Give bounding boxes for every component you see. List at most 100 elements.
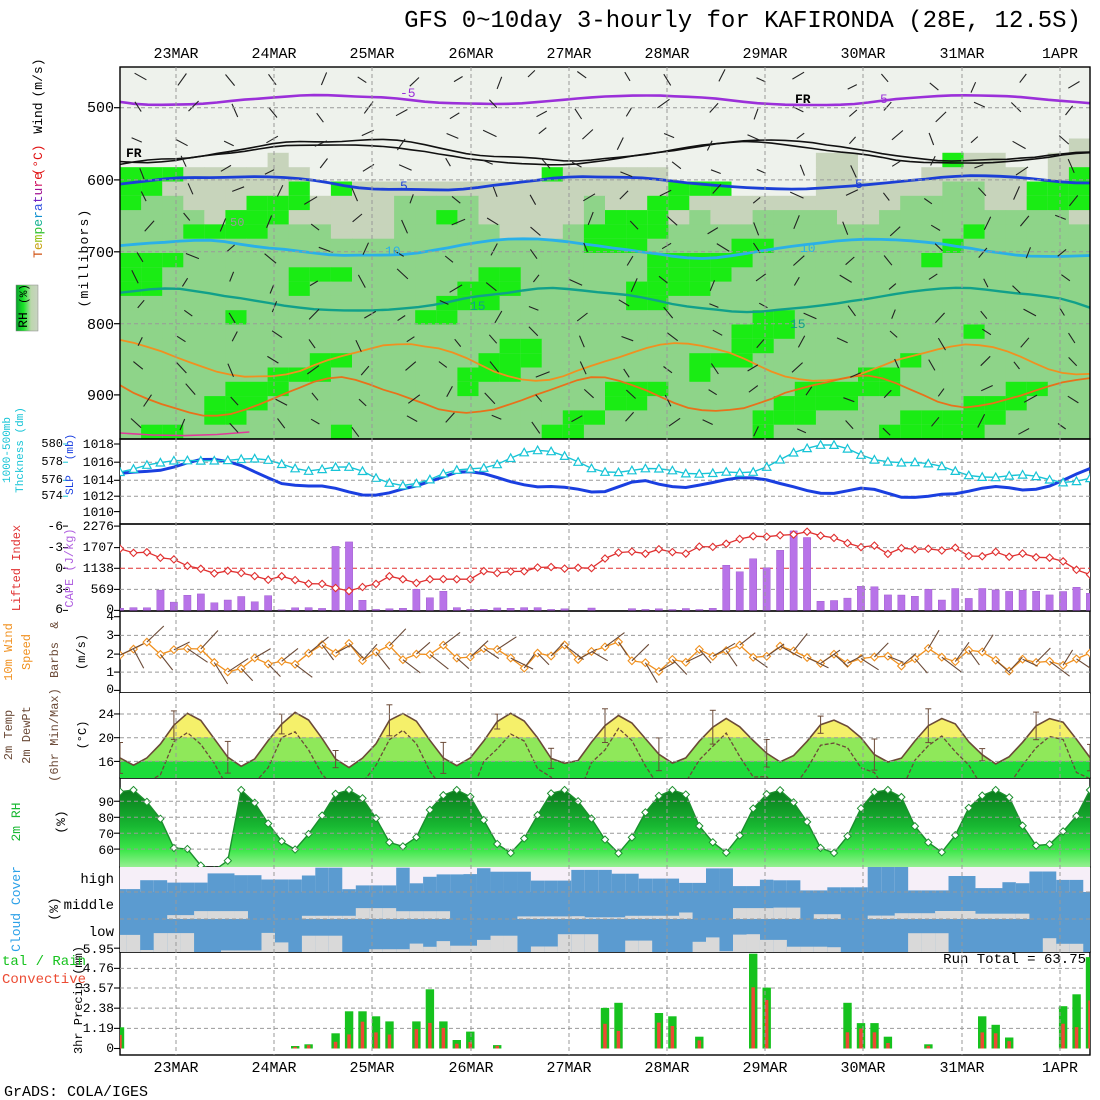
svg-text:580: 580 xyxy=(41,437,63,451)
svg-text:(mb): (mb) xyxy=(65,434,77,460)
svg-text:SLP: SLP xyxy=(65,475,77,495)
svg-text:3: 3 xyxy=(106,628,114,643)
svg-text:500: 500 xyxy=(87,100,114,117)
svg-text:Lifted Index: Lifted Index xyxy=(10,525,24,611)
svg-text:(°C): (°C) xyxy=(76,721,90,750)
svg-text:5.95: 5.95 xyxy=(83,942,114,957)
svg-text:31MAR: 31MAR xyxy=(939,46,984,63)
svg-text:(m/s): (m/s) xyxy=(31,58,46,97)
svg-text:27MAR: 27MAR xyxy=(546,1060,591,1077)
svg-text:Run Total = 63.75: Run Total = 63.75 xyxy=(943,952,1086,968)
svg-text:31MAR: 31MAR xyxy=(939,1060,984,1077)
svg-text:low: low xyxy=(89,925,115,941)
svg-text:90: 90 xyxy=(98,795,114,810)
svg-text:50: 50 xyxy=(230,216,244,230)
svg-text:80: 80 xyxy=(98,811,114,826)
svg-text:6: 6 xyxy=(55,602,63,617)
svg-text:middle: middle xyxy=(64,898,114,914)
svg-text:28MAR: 28MAR xyxy=(644,1060,689,1077)
svg-text:29MAR: 29MAR xyxy=(742,46,787,63)
svg-text:tal / Rain: tal / Rain xyxy=(2,954,86,970)
svg-text:24MAR: 24MAR xyxy=(251,1060,296,1077)
svg-text:FR: FR xyxy=(795,92,811,107)
svg-text:4: 4 xyxy=(106,609,114,624)
svg-text:0: 0 xyxy=(106,1041,114,1056)
svg-text:1: 1 xyxy=(106,665,114,680)
svg-text:(°C): (°C) xyxy=(31,144,46,175)
svg-text:Speed: Speed xyxy=(20,634,34,670)
svg-text:-5: -5 xyxy=(400,86,416,101)
svg-text:569: 569 xyxy=(91,582,114,597)
svg-text:25MAR: 25MAR xyxy=(349,46,394,63)
svg-text:15: 15 xyxy=(470,299,486,314)
svg-text:1012: 1012 xyxy=(83,489,114,504)
svg-text:800: 800 xyxy=(87,317,114,334)
svg-text:high: high xyxy=(80,872,114,888)
svg-text:-3: -3 xyxy=(47,540,63,555)
svg-text:-6: -6 xyxy=(47,519,63,534)
svg-text:5: 5 xyxy=(400,179,408,194)
svg-text:4.76: 4.76 xyxy=(83,961,114,976)
svg-text:27MAR: 27MAR xyxy=(546,46,591,63)
svg-text:Convective: Convective xyxy=(2,972,86,988)
svg-text:23MAR: 23MAR xyxy=(153,46,198,63)
svg-text:(%): (%) xyxy=(54,810,69,833)
svg-text:24MAR: 24MAR xyxy=(251,46,296,63)
svg-text:2: 2 xyxy=(106,647,114,662)
svg-text:1APR: 1APR xyxy=(1042,1060,1078,1077)
svg-text:10m Wind: 10m Wind xyxy=(2,623,16,681)
svg-text:16: 16 xyxy=(98,755,114,770)
svg-text:29MAR: 29MAR xyxy=(742,1060,787,1077)
svg-text:30MAR: 30MAR xyxy=(840,46,885,63)
svg-text:3: 3 xyxy=(55,582,63,597)
svg-text:26MAR: 26MAR xyxy=(448,1060,493,1077)
svg-text:(%): (%) xyxy=(19,284,31,304)
svg-text:Barbs: Barbs xyxy=(48,642,62,678)
svg-text:1000-500mb: 1000-500mb xyxy=(2,417,14,483)
svg-text:1014: 1014 xyxy=(83,473,114,488)
svg-text:2.38: 2.38 xyxy=(83,1001,114,1016)
svg-text:23MAR: 23MAR xyxy=(153,1060,198,1077)
svg-text:(6hr Min/Max): (6hr Min/Max) xyxy=(48,688,62,782)
svg-text:CAPE (J/kg): CAPE (J/kg) xyxy=(63,528,77,607)
svg-text:Wind: Wind xyxy=(31,102,46,133)
svg-text:2m DewPt: 2m DewPt xyxy=(20,706,34,764)
svg-text:10: 10 xyxy=(800,241,816,256)
svg-text:Temperature: Temperature xyxy=(31,172,46,258)
svg-text:1016: 1016 xyxy=(83,455,114,470)
svg-text:70: 70 xyxy=(98,827,114,842)
svg-text:900: 900 xyxy=(87,388,114,405)
svg-text:FR: FR xyxy=(126,146,142,161)
svg-text:1APR: 1APR xyxy=(1042,46,1078,63)
svg-text:1018: 1018 xyxy=(83,437,114,452)
svg-text:(m/s): (m/s) xyxy=(75,634,89,670)
svg-text:(%): (%) xyxy=(47,897,62,920)
svg-text:3.57: 3.57 xyxy=(83,981,114,996)
svg-text:5: 5 xyxy=(855,177,863,192)
svg-text:&: & xyxy=(48,621,62,628)
svg-text:2m RH: 2m RH xyxy=(9,802,24,841)
svg-text:25MAR: 25MAR xyxy=(349,1060,394,1077)
svg-text:Cloud Cover: Cloud Cover xyxy=(9,866,24,952)
svg-text:0: 0 xyxy=(55,561,63,576)
svg-text:1138: 1138 xyxy=(83,561,114,576)
svg-text:600: 600 xyxy=(87,173,114,190)
svg-text:0: 0 xyxy=(106,682,114,697)
svg-text:5: 5 xyxy=(880,92,888,107)
svg-text:1010: 1010 xyxy=(83,505,114,520)
svg-text:2276: 2276 xyxy=(83,519,114,534)
svg-text:28MAR: 28MAR xyxy=(644,46,689,63)
svg-text:1.19: 1.19 xyxy=(83,1021,114,1036)
svg-text:Thckness (dm): Thckness (dm) xyxy=(15,407,27,493)
svg-text:1707: 1707 xyxy=(83,540,114,555)
svg-text:574: 574 xyxy=(41,489,63,503)
svg-text:24: 24 xyxy=(98,707,114,722)
svg-text:(millibors): (millibors) xyxy=(77,208,92,307)
svg-text:15: 15 xyxy=(790,317,806,332)
svg-text:RH: RH xyxy=(16,312,31,328)
svg-text:60: 60 xyxy=(98,843,114,858)
svg-text:576: 576 xyxy=(41,473,63,487)
svg-text:26MAR: 26MAR xyxy=(448,46,493,63)
svg-text:2m Temp: 2m Temp xyxy=(2,710,16,760)
svg-text:30MAR: 30MAR xyxy=(840,1060,885,1077)
